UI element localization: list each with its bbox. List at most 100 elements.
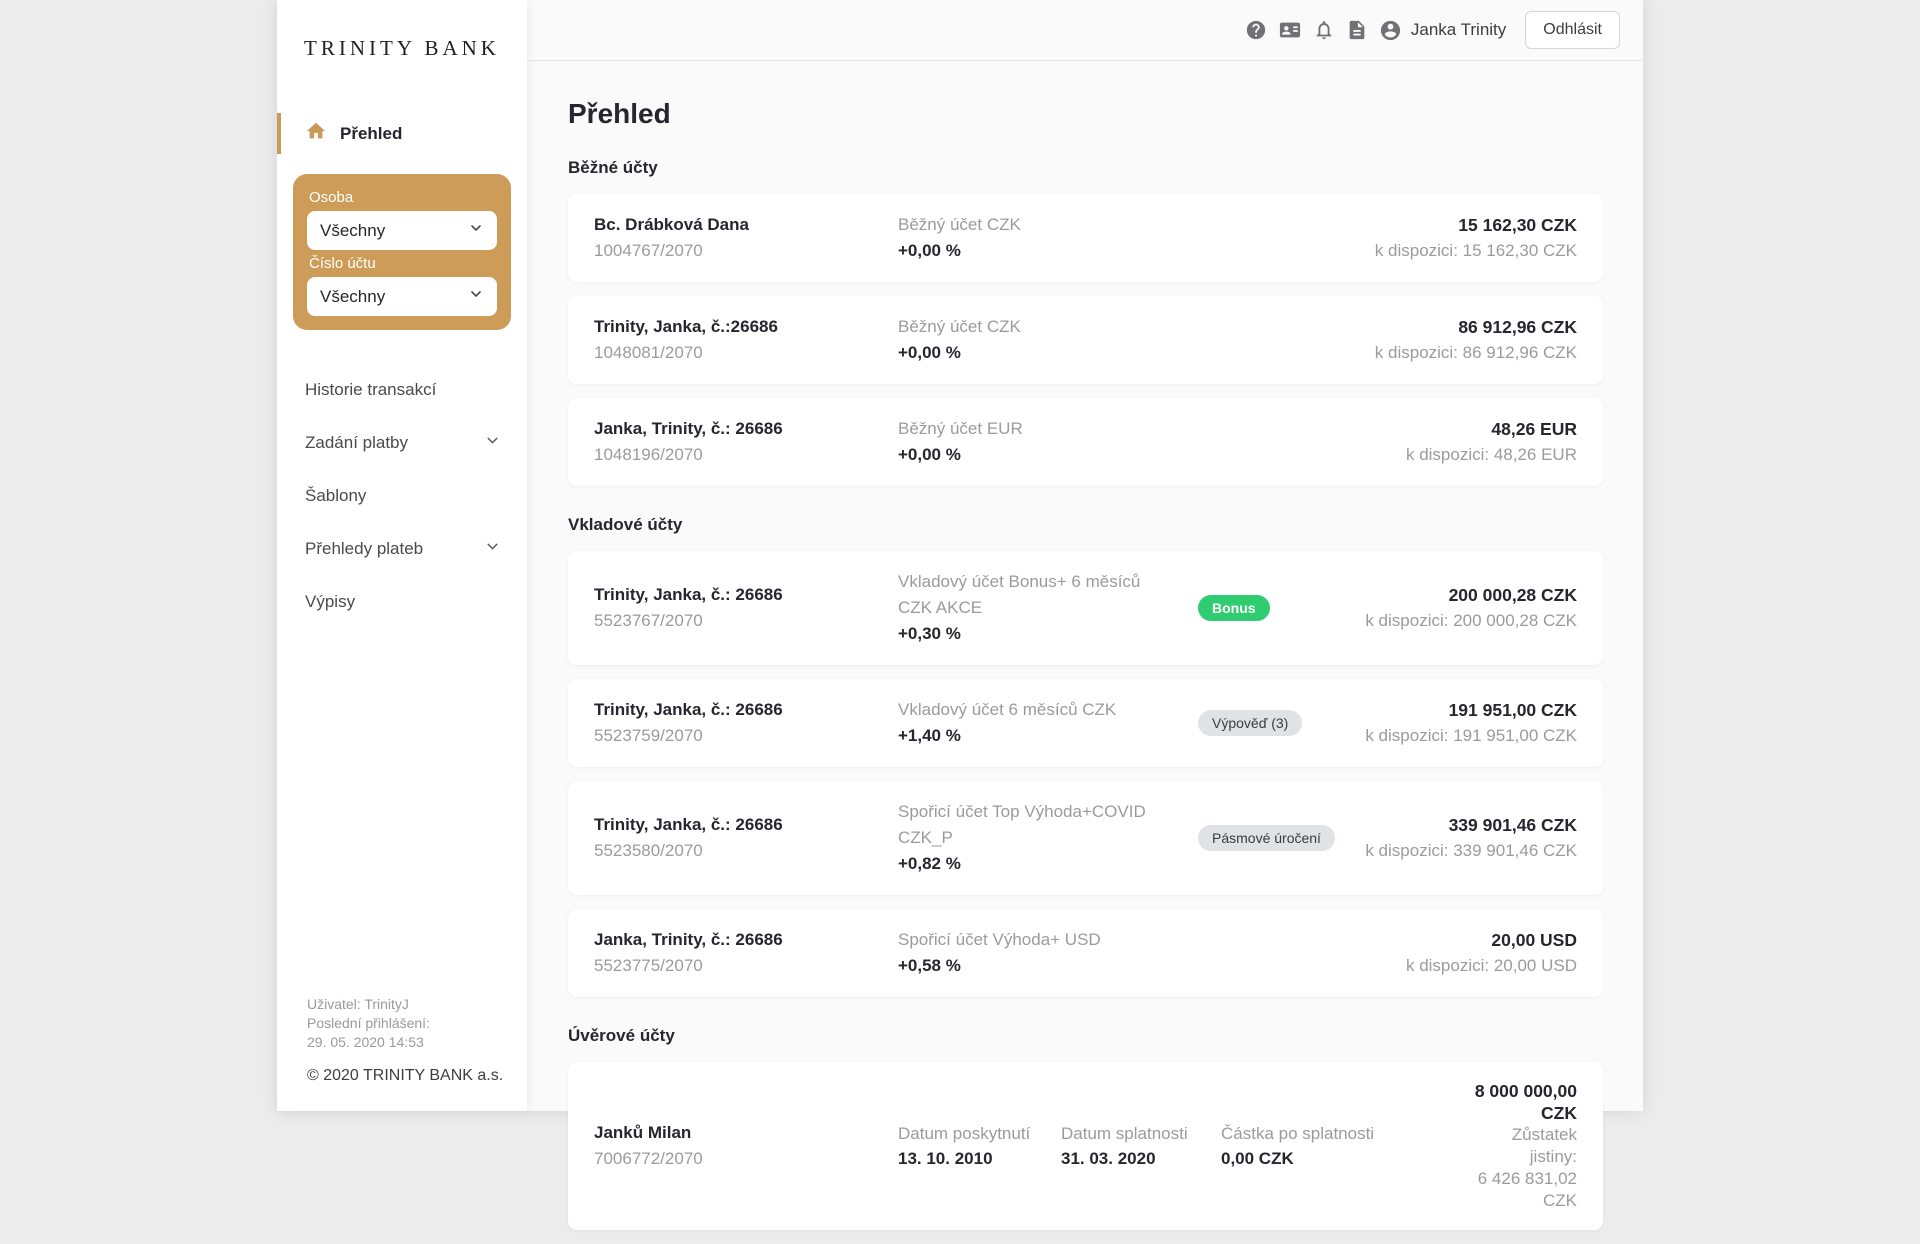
home-icon (305, 120, 327, 147)
account-product-block: Spořicí účet Výhoda+ USD +0,58 % (898, 927, 1198, 979)
account-available: k dispozici: 48,26 EUR (1405, 445, 1577, 464)
sidebar-item[interactable]: Šablony (277, 470, 527, 522)
account-identity: Janků Milan 7006772/2070 (594, 1120, 898, 1172)
sections-container: Běžné účty Bc. Drábková Dana 1004767/207… (568, 158, 1603, 1230)
notifications-icon[interactable] (1313, 19, 1335, 41)
sidebar-item[interactable]: Historie transakcí (277, 364, 527, 416)
account-name: Janků Milan (594, 1123, 692, 1142)
account-amounts: 339 901,46 CZK k dispozici: 339 901,46 C… (1365, 812, 1577, 864)
account-name: Bc. Drábková Dana (594, 215, 749, 234)
account-balance: 20,00 USD (1491, 930, 1577, 950)
sidebar-item-prehled[interactable]: Přehled (277, 113, 527, 154)
account-identity: Trinity, Janka, č.:26686 1048081/2070 (594, 314, 898, 366)
account-card[interactable]: Janka, Trinity, č.: 26686 5523775/2070 S… (568, 909, 1603, 997)
account-rate: +0,58 % (898, 956, 961, 975)
help-icon[interactable] (1245, 19, 1267, 41)
account-available: k dispozici: 15 162,30 CZK (1374, 241, 1577, 260)
chevron-down-icon (484, 432, 501, 454)
account-product: Běžný účet CZK (898, 317, 1021, 336)
account-badge-cell: Pásmové úročení (1198, 825, 1365, 851)
sidebar-item-label: Výpisy (305, 592, 356, 611)
account-badge: Bonus (1198, 595, 1270, 621)
account-available: k dispozici: 86 912,96 CZK (1374, 343, 1577, 362)
footer-copyright: © 2020 TRINITY BANK a.s. (307, 1067, 504, 1084)
sidebar: TRINITY BANK Přehled Osoba Všechny Číslo… (277, 0, 527, 1111)
account-product: Vkladový účet Bonus+ 6 měsíců CZK AKCE (898, 572, 1141, 617)
account-card[interactable]: Trinity, Janka, č.: 26686 5523767/2070 V… (568, 551, 1603, 665)
account-card[interactable]: Trinity, Janka, č.:26686 1048081/2070 Bě… (568, 296, 1603, 384)
loan-field-label: Datum splatnosti (1061, 1124, 1188, 1143)
footer-last-login-label: Poslední přihlášení: (307, 1015, 430, 1031)
logout-button[interactable]: Odhlásit (1525, 11, 1620, 49)
contact-card-icon[interactable] (1278, 19, 1302, 41)
account-card[interactable]: Trinity, Janka, č.: 26686 5523580/2070 S… (568, 781, 1603, 895)
account-number: 5523580/2070 (594, 841, 703, 860)
section-heading: Vkladové účty (568, 515, 683, 534)
loan-principal-value: 6 426 831,02 CZK (1477, 1169, 1577, 1210)
filter-label-osoba: Osoba (309, 189, 354, 206)
account-available: k dispozici: 200 000,28 CZK (1365, 611, 1577, 630)
section-rows: Bc. Drábková Dana 1004767/2070 Běžný úče… (568, 194, 1603, 486)
page-title: Přehled (568, 98, 671, 129)
loan-field-label: Částka po splatnosti (1221, 1124, 1375, 1143)
account-amounts: 200 000,28 CZK k dispozici: 200 000,28 C… (1365, 582, 1577, 634)
sidebar-item-label: Přehledy plateb (305, 539, 424, 558)
account-number: 7006772/2070 (594, 1149, 703, 1168)
filter-label-cislo-uctu: Číslo účtu (309, 255, 376, 272)
sidebar-item-label: Přehled (340, 123, 403, 143)
section-rows: Trinity, Janka, č.: 26686 5523767/2070 V… (568, 551, 1603, 997)
account-balance: 86 912,96 CZK (1458, 317, 1577, 337)
account-product: Běžný účet CZK (898, 215, 1021, 234)
sidebar-item[interactable]: Zadání platby (277, 416, 527, 470)
account-amounts: 191 951,00 CZK k dispozici: 191 951,00 C… (1365, 697, 1577, 749)
account-product-block: Běžný účet CZK +0,00 % (898, 212, 1198, 264)
account-product: Vkladový účet 6 měsíců CZK (898, 700, 1117, 719)
account-number: 5523767/2070 (594, 611, 703, 630)
account-card[interactable]: Bc. Drábková Dana 1004767/2070 Běžný úče… (568, 194, 1603, 282)
account-badge-cell: Výpověď (3) (1198, 710, 1365, 736)
account-name: Trinity, Janka, č.: 26686 (594, 585, 783, 604)
osoba-select-value: Všechny (320, 220, 386, 240)
account-amounts: 20,00 USD k dispozici: 20,00 USD (1406, 927, 1577, 979)
section-heading: Úvěrové účty (568, 1026, 675, 1045)
account-name: Trinity, Janka, č.:26686 (594, 317, 778, 336)
account-number: 1048196/2070 (594, 445, 703, 464)
account-identity: Trinity, Janka, č.: 26686 5523759/2070 (594, 697, 898, 749)
sidebar-item[interactable]: Výpisy (277, 576, 527, 628)
account-icon[interactable] (1379, 19, 1402, 42)
account-name: Trinity, Janka, č.: 26686 (594, 815, 783, 834)
user-name: Janka Trinity (1410, 20, 1507, 39)
chevron-down-icon (468, 286, 484, 307)
account-balance: 191 951,00 CZK (1448, 700, 1577, 720)
chevron-down-icon (484, 538, 501, 560)
account-card[interactable]: Trinity, Janka, č.: 26686 5523759/2070 V… (568, 679, 1603, 767)
account-rate: +0,00 % (898, 445, 961, 464)
account-product-block: Spořicí účet Top Výhoda+COVID CZK_P +0,8… (898, 799, 1198, 877)
account-balance: 48,26 EUR (1491, 419, 1577, 439)
account-product: Běžný účet EUR (898, 419, 1023, 438)
sidebar-item[interactable]: Přehledy plateb (277, 522, 527, 576)
footer-user: Uživatel: TrinityJ (307, 996, 409, 1012)
account-identity: Trinity, Janka, č.: 26686 5523580/2070 (594, 812, 898, 864)
cislo-uctu-select[interactable]: Všechny (307, 277, 497, 316)
account-balance: 339 901,46 CZK (1448, 815, 1577, 835)
account-available: k dispozici: 191 951,00 CZK (1365, 726, 1577, 745)
account-name: Trinity, Janka, č.: 26686 (594, 700, 783, 719)
loan-field-value: 31. 03. 2020 (1061, 1149, 1156, 1168)
account-balance: 200 000,28 CZK (1448, 585, 1577, 605)
documents-icon[interactable] (1346, 19, 1368, 41)
account-number: 5523759/2070 (594, 726, 703, 745)
account-rate: +0,30 % (898, 624, 961, 643)
sidebar-item-label: Historie transakcí (305, 380, 437, 399)
account-number: 1004767/2070 (594, 241, 703, 260)
app-window: TRINITY BANK Přehled Osoba Všechny Číslo… (277, 0, 1643, 1230)
loan-balance: 8 000 000,00 CZK (1474, 1081, 1577, 1123)
account-product-block: Běžný účet CZK +0,00 % (898, 314, 1198, 366)
account-rate: +1,40 % (898, 726, 961, 745)
account-rate: +0,82 % (898, 854, 961, 873)
account-card[interactable]: Janka, Trinity, č.: 26686 1048196/2070 B… (568, 398, 1603, 486)
account-rate: +0,00 % (898, 343, 961, 362)
loan-field: Částka po splatnosti 0,00 CZK (1221, 1121, 1467, 1171)
loan-card[interactable]: Janků Milan 7006772/2070 Datum poskytnut… (568, 1062, 1603, 1230)
osoba-select[interactable]: Všechny (307, 211, 497, 250)
